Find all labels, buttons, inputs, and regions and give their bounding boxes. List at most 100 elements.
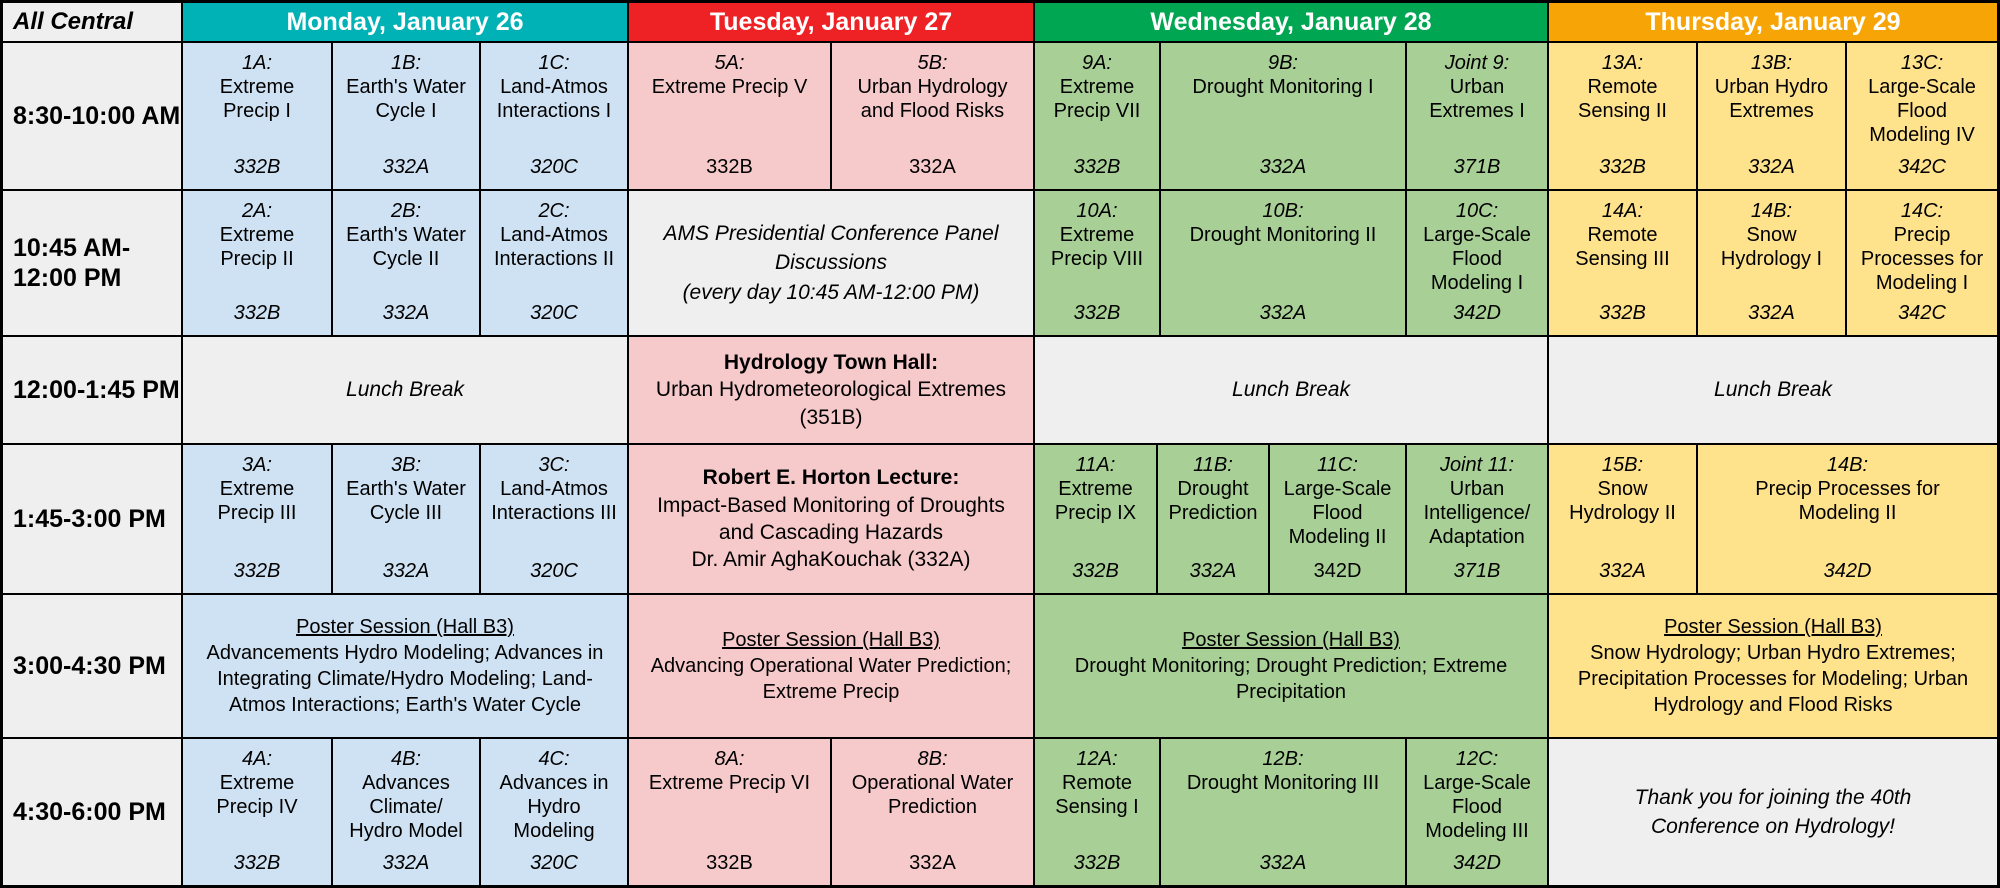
time-label: 3:00-4:30 PM xyxy=(3,595,183,737)
session-11b-text: 11B: Drought Prediction xyxy=(1169,453,1258,525)
schedule-row-4: 1:45-3:00 PM 3A: Extreme Precip III 332B 3B:… xyxy=(3,445,1997,595)
session-11c: 11C: Large-Scale Flood Modeling II 342D xyxy=(1270,445,1407,593)
session-1c-title: Land-Atmos Interactions I xyxy=(496,76,612,122)
session-3c-text: 3C: Land-Atmos Interactions III xyxy=(491,453,617,525)
session-13c-code: 13C: xyxy=(1900,52,1944,74)
session-8a: 8A: Extreme Precip VI 332B xyxy=(629,739,832,885)
session-4c: 4C: Advances in Hydro Modeling 320C xyxy=(481,739,629,885)
robert-e-horton-lecture: Robert E. Horton Lecture: Impact-Based Mo… xyxy=(629,445,1035,593)
session-14c-title: Precip Processes for Modeling I xyxy=(1860,224,1984,294)
session-3c-room: 320C xyxy=(530,560,578,582)
session-11a-room: 332B xyxy=(1072,560,1119,582)
session-4b-title: Advances Climate/ Hydro Model xyxy=(349,772,463,842)
session-9a-text: 9A: Extreme Precip VII xyxy=(1054,51,1141,123)
session-14b-room: 332A xyxy=(1748,302,1795,324)
session-12c-code: 12C: xyxy=(1455,748,1499,770)
schedule-row-1: 8:30-10:00 AM 1A: Extreme Precip I 332B 1B: E… xyxy=(3,43,1997,191)
session-10c-room: 342D xyxy=(1453,302,1501,324)
session-joint-9: Joint 9: Urban Extremes I 371B xyxy=(1407,43,1549,189)
session-14a-title: Remote Sensing III xyxy=(1575,224,1670,270)
session-4a-room: 332B xyxy=(233,852,281,874)
schedule-row-6: 4:30-6:00 PM 4A: Extreme Precip IV 332B 4B: A… xyxy=(3,739,1997,885)
session-4a-text: 4A: Extreme Precip IV xyxy=(216,747,297,819)
session-13c-text: 13C: Large-Scale Flood Modeling IV xyxy=(1868,51,1976,147)
session-2c-code: 2C: xyxy=(538,200,570,222)
session-2a: 2A: Extreme Precip II 332B xyxy=(183,191,333,335)
session-2a-room: 332B xyxy=(233,302,281,324)
session-9a-room: 332B xyxy=(1073,156,1121,178)
session-1b-text: 1B: Earth's Water Cycle I xyxy=(346,51,466,123)
lunch-break-wednesday: Lunch Break xyxy=(1035,337,1549,443)
session-1c: 1C: Land-Atmos Interactions I 320C xyxy=(481,43,629,189)
session-12b-text: 12B: Drought Monitoring III xyxy=(1187,747,1379,795)
session-10b-title: Drought Monitoring II xyxy=(1189,224,1377,246)
session-3a-room: 332B xyxy=(233,560,281,582)
session-9b-title: Drought Monitoring I xyxy=(1192,76,1374,98)
session-joint-11-text: Joint 11: Urban Intelligence/ Adaptation xyxy=(1424,453,1531,549)
robert-e-horton-lecture-heading: Robert E. Horton Lecture: xyxy=(702,466,960,490)
session-13b-text: 13B: Urban Hydro Extremes xyxy=(1715,51,1828,123)
session-12b-code: 12B: xyxy=(1262,748,1304,770)
session-15b: 15B: Snow Hydrology II 332A xyxy=(1549,445,1698,593)
session-10b-room: 332A xyxy=(1259,302,1307,324)
session-12b-room: 332A xyxy=(1259,852,1307,874)
session-14b-2-room: 342D xyxy=(1823,560,1872,582)
session-10c-text: 10C: Large-Scale Flood Modeling I xyxy=(1423,199,1531,295)
session-8a-text: 8A: Extreme Precip VI xyxy=(649,747,810,795)
session-10c-title: Large-Scale Flood Modeling I xyxy=(1423,224,1531,294)
session-15b-title: Snow Hydrology II xyxy=(1569,478,1676,524)
session-13a-text: 13A: Remote Sensing II xyxy=(1578,51,1667,123)
session-2c-title: Land-Atmos Interactions II xyxy=(493,224,615,270)
session-2b: 2B: Earth's Water Cycle II 332A xyxy=(333,191,481,335)
poster-session-monday-heading: Poster Session (Hall B3) xyxy=(296,616,514,638)
hydrology-town-hall-body: Urban Hydrometeorological Extremes (351B… xyxy=(655,378,1007,429)
session-11c-text: 11C: Large-Scale Flood Modeling II xyxy=(1284,453,1392,549)
poster-session-monday-body: Advancements Hydro Modeling; Advances in… xyxy=(206,642,604,716)
session-12a-title: Remote Sensing I xyxy=(1055,772,1139,818)
day-header-2: Tuesday, January 27 xyxy=(629,3,1035,41)
session-5a-text: 5A: Extreme Precip V xyxy=(652,51,808,99)
session-3b-code: 3B: xyxy=(390,454,422,476)
session-2b-text: 2B: Earth's Water Cycle II xyxy=(346,199,466,271)
time-label: 12:00-1:45 PM xyxy=(3,337,183,443)
session-joint-9-title: Urban Extremes I xyxy=(1429,76,1525,122)
schedule-row-2: 10:45 AM- 12:00 PM 2A: Extreme Precip II 33… xyxy=(3,191,1997,337)
session-12c: 12C: Large-Scale Flood Modeling III 342D xyxy=(1407,739,1549,885)
day-header-3: Wednesday, January 28 xyxy=(1035,3,1549,41)
poster-session-wednesday-heading: Poster Session (Hall B3) xyxy=(1182,629,1400,651)
session-11c-title: Large-Scale Flood Modeling II xyxy=(1283,478,1392,548)
session-2a-text: 2A: Extreme Precip II xyxy=(220,199,294,271)
session-13c-title: Large-Scale Flood Modeling IV xyxy=(1868,76,1976,146)
session-14b-2-title: Precip Processes for Modeling II xyxy=(1755,478,1940,524)
hydrology-town-hall: Hydrology Town Hall: Urban Hydrometeorolo… xyxy=(629,337,1035,443)
session-9a-code: 9A: xyxy=(1081,52,1112,74)
session-14b-2: 14B: Precip Processes for Modeling II 342D xyxy=(1698,445,1997,593)
session-8a-code: 8A: xyxy=(714,748,745,770)
session-14b-title: Snow Hydrology I xyxy=(1720,224,1823,270)
poster-session-thursday: Poster Session (Hall B3) Snow Hydrology; … xyxy=(1549,595,1997,737)
session-13a-title: Remote Sensing II xyxy=(1578,76,1667,122)
poster-session-thursday-heading: Poster Session (Hall B3) xyxy=(1664,616,1882,638)
session-14c-code: 14C: xyxy=(1900,200,1944,222)
session-8b: 8B: Operational Water Prediction 332A xyxy=(832,739,1035,885)
day-header-1: Monday, January 26 xyxy=(183,3,629,41)
session-4b-code: 4B: xyxy=(390,748,421,770)
session-12c-title: Large-Scale Flood Modeling III xyxy=(1423,772,1531,842)
session-5a-title: Extreme Precip V xyxy=(651,76,808,98)
session-1b-title: Earth's Water Cycle I xyxy=(346,76,466,122)
session-14a-text: 14A: Remote Sensing III xyxy=(1575,199,1670,271)
session-13a: 13A: Remote Sensing II 332B xyxy=(1549,43,1698,189)
session-14a-room: 332B xyxy=(1599,302,1646,324)
session-11b-title: Drought Prediction xyxy=(1168,478,1258,524)
session-14b-2-code: 14B: xyxy=(1826,454,1869,476)
session-10a-text: 10A: Extreme Precip VIII xyxy=(1051,199,1143,271)
session-4c-title: Advances in Hydro Modeling xyxy=(499,772,609,842)
poster-session-tuesday-heading: Poster Session (Hall B3) xyxy=(722,629,940,651)
session-5a-room: 332B xyxy=(706,156,753,178)
corner-label: All Central xyxy=(3,3,183,41)
session-13b-room: 332A xyxy=(1748,156,1795,178)
poster-session-monday: Poster Session (Hall B3) Advancements Hyd… xyxy=(183,595,629,737)
session-8a-title: Extreme Precip VI xyxy=(648,772,811,794)
session-5b-code: 5B: xyxy=(917,52,948,74)
